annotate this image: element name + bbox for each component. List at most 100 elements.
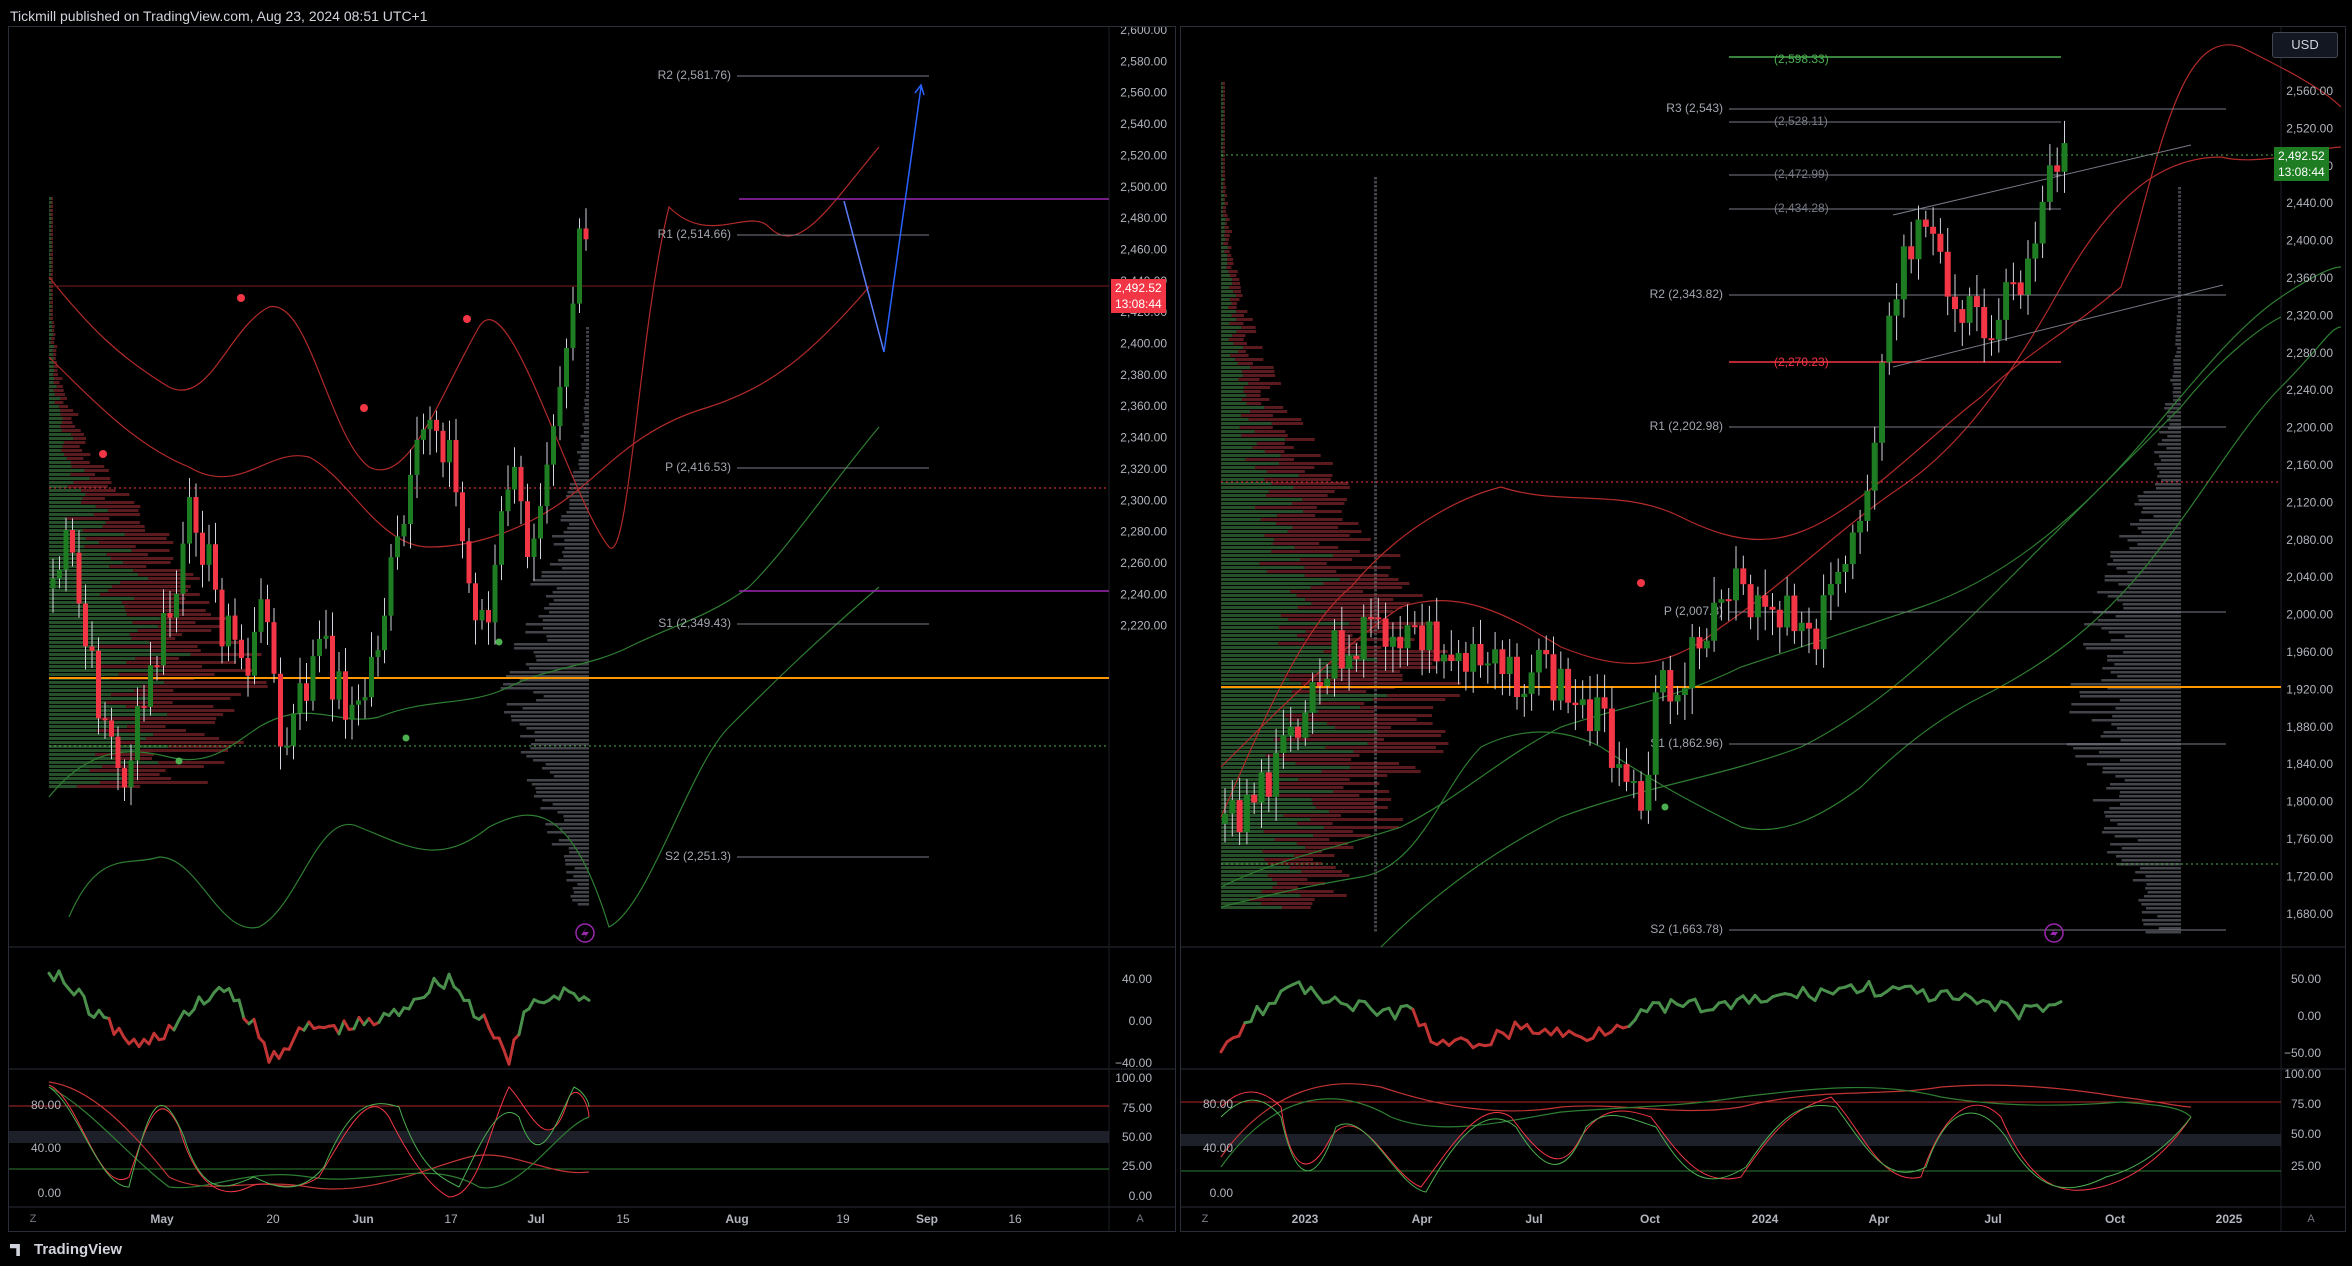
volume-bar-sell bbox=[1326, 610, 1394, 613]
volume-bar-buy bbox=[1221, 202, 1225, 205]
volume-bar-range bbox=[1374, 365, 1377, 368]
volume-bar-sell bbox=[51, 249, 53, 252]
volume-bar-buy bbox=[49, 401, 55, 404]
lightning-icon[interactable] bbox=[575, 923, 595, 943]
volume-bar-buy bbox=[1221, 414, 1242, 417]
pivot-p-label: P (2,007.8) bbox=[1664, 604, 1723, 618]
volume-bar-buy bbox=[1221, 642, 1279, 645]
candle-up bbox=[1842, 564, 1849, 573]
volume-bar-buy bbox=[49, 665, 99, 668]
volume-bar-buy bbox=[49, 633, 130, 636]
candle-up bbox=[1718, 599, 1725, 603]
volume-bar-range bbox=[506, 675, 589, 678]
volume-bar-sell bbox=[107, 509, 139, 512]
time-axis[interactable]: May 20 Jun 17 Jul 15 Aug 19 Sep 16 bbox=[150, 1212, 1022, 1226]
volume-bar-buy bbox=[1221, 878, 1273, 881]
volume-bar-range bbox=[2109, 807, 2181, 810]
rsi-segment bbox=[1747, 993, 1757, 1005]
volume-bar-sell bbox=[1223, 90, 1225, 93]
candle-up bbox=[1441, 654, 1447, 662]
volume-bar-buy bbox=[1221, 854, 1294, 857]
candlestick-series[interactable] bbox=[50, 208, 589, 806]
auto-scale-icon[interactable]: A bbox=[1136, 1213, 1144, 1225]
volume-bar-range bbox=[511, 719, 589, 722]
rsi-segment bbox=[442, 972, 451, 990]
volume-bar-buy bbox=[1221, 886, 1273, 889]
tradingview-logo[interactable]: TradingView bbox=[10, 1241, 122, 1258]
volume-bar-range bbox=[2140, 867, 2181, 870]
volume-bar-range bbox=[2116, 727, 2181, 730]
volume-bar-buy bbox=[1221, 750, 1354, 753]
candlestick-series[interactable] bbox=[1222, 120, 2068, 846]
volume-bar-range bbox=[1374, 777, 1377, 780]
volume-bar-buy bbox=[1221, 238, 1226, 241]
volume-bar-sell bbox=[1339, 578, 1399, 581]
volume-bar-sell bbox=[1223, 130, 1225, 133]
volume-bar-sell bbox=[1230, 298, 1240, 301]
volume-bar-range bbox=[546, 635, 589, 638]
candle-down bbox=[278, 673, 283, 747]
volume-bar-sell bbox=[1271, 422, 1304, 425]
right-chart-svg[interactable]: (2,598.33) R3 (2,543) (2,528.11) (2,472.… bbox=[1181, 27, 2345, 1231]
candle-up bbox=[2061, 143, 2068, 172]
volume-bar-buy bbox=[49, 753, 96, 756]
volume-bar-range bbox=[2173, 359, 2181, 362]
rsi-segment bbox=[497, 1036, 506, 1052]
candle-down bbox=[2054, 165, 2061, 172]
price-tick-label: 2,380.00 bbox=[1120, 368, 1167, 382]
candle-down bbox=[486, 610, 491, 623]
volume-bar-sell bbox=[85, 493, 130, 496]
volume-bar-range bbox=[1374, 793, 1377, 796]
rsi-segment bbox=[1849, 983, 1859, 995]
volume-bar-buy bbox=[49, 201, 52, 204]
volume-bar-sell bbox=[1296, 594, 1423, 597]
volume-bar-buy bbox=[1221, 486, 1294, 489]
volume-bar-sell bbox=[1350, 766, 1416, 769]
volume-bar-range bbox=[549, 603, 589, 606]
lightning-icon[interactable] bbox=[2044, 923, 2064, 943]
volume-bar-buy bbox=[1221, 814, 1284, 817]
auto-scale-icon[interactable]: A bbox=[2307, 1213, 2315, 1225]
currency-button[interactable]: USD bbox=[2272, 32, 2338, 58]
rsi-segment bbox=[227, 987, 236, 1003]
projection-path-drawing[interactable] bbox=[843, 83, 925, 353]
candle-down bbox=[1776, 609, 1783, 628]
oscillator-tick-label: 50.00 bbox=[2291, 1127, 2321, 1141]
volume-bar-buy bbox=[49, 485, 68, 488]
right-chart-panel[interactable]: (2,598.33) R3 (2,543) (2,528.11) (2,472.… bbox=[1180, 26, 2346, 1232]
volume-bar-range bbox=[1374, 477, 1377, 480]
volume-bar-buy bbox=[49, 333, 54, 336]
price-axis[interactable]: 2,600.002,580.002,560.002,540.002,520.00… bbox=[1120, 23, 1167, 633]
volume-bar-sell bbox=[1333, 790, 1390, 793]
left-chart-panel[interactable]: R2 (2,581.76) R1 (2,514.66) P (2,416.53)… bbox=[8, 23, 1176, 1232]
candle-up bbox=[1966, 296, 1973, 323]
price-axis[interactable]: 2,560.002,520.002,480.002,440.002,400.00… bbox=[2286, 84, 2333, 921]
candle-up bbox=[297, 683, 303, 714]
volume-bar-range bbox=[584, 403, 589, 406]
z-scale-icon[interactable]: Z bbox=[30, 1213, 37, 1225]
volume-bar-range bbox=[2115, 775, 2181, 778]
volume-bar-buy bbox=[1221, 266, 1227, 269]
volume-bar-range bbox=[1374, 661, 1377, 664]
z-scale-icon[interactable]: Z bbox=[1202, 1213, 1209, 1225]
volume-bar-buy bbox=[1221, 114, 1224, 117]
candle-down bbox=[2010, 282, 2017, 285]
time-axis[interactable]: 2023 Apr Jul Oct 2024 Apr Jul Oct 2025 bbox=[1292, 1212, 2243, 1226]
volume-bar-range bbox=[1374, 253, 1377, 256]
volume-profile bbox=[49, 197, 589, 906]
volume-bar-buy bbox=[49, 301, 51, 304]
volume-bar-range bbox=[1374, 193, 1377, 196]
left-chart-svg[interactable]: R2 (2,581.76) R1 (2,514.66) P (2,416.53)… bbox=[9, 23, 1175, 1231]
volume-bar-sell bbox=[1269, 782, 1380, 785]
volume-bar-buy bbox=[1221, 722, 1327, 725]
volume-bar-range bbox=[2111, 723, 2181, 726]
volume-bar-sell bbox=[56, 385, 63, 388]
volume-bar-sell bbox=[51, 265, 53, 268]
trend-channel-drawing[interactable] bbox=[1892, 144, 2224, 368]
volume-bar-sell bbox=[50, 317, 53, 320]
volume-bar-range bbox=[565, 495, 589, 498]
volume-bar-sell bbox=[1250, 366, 1274, 369]
volume-bar-range bbox=[1374, 673, 1377, 676]
volume-bar-range bbox=[583, 439, 589, 442]
volume-bar-sell bbox=[1288, 618, 1379, 621]
